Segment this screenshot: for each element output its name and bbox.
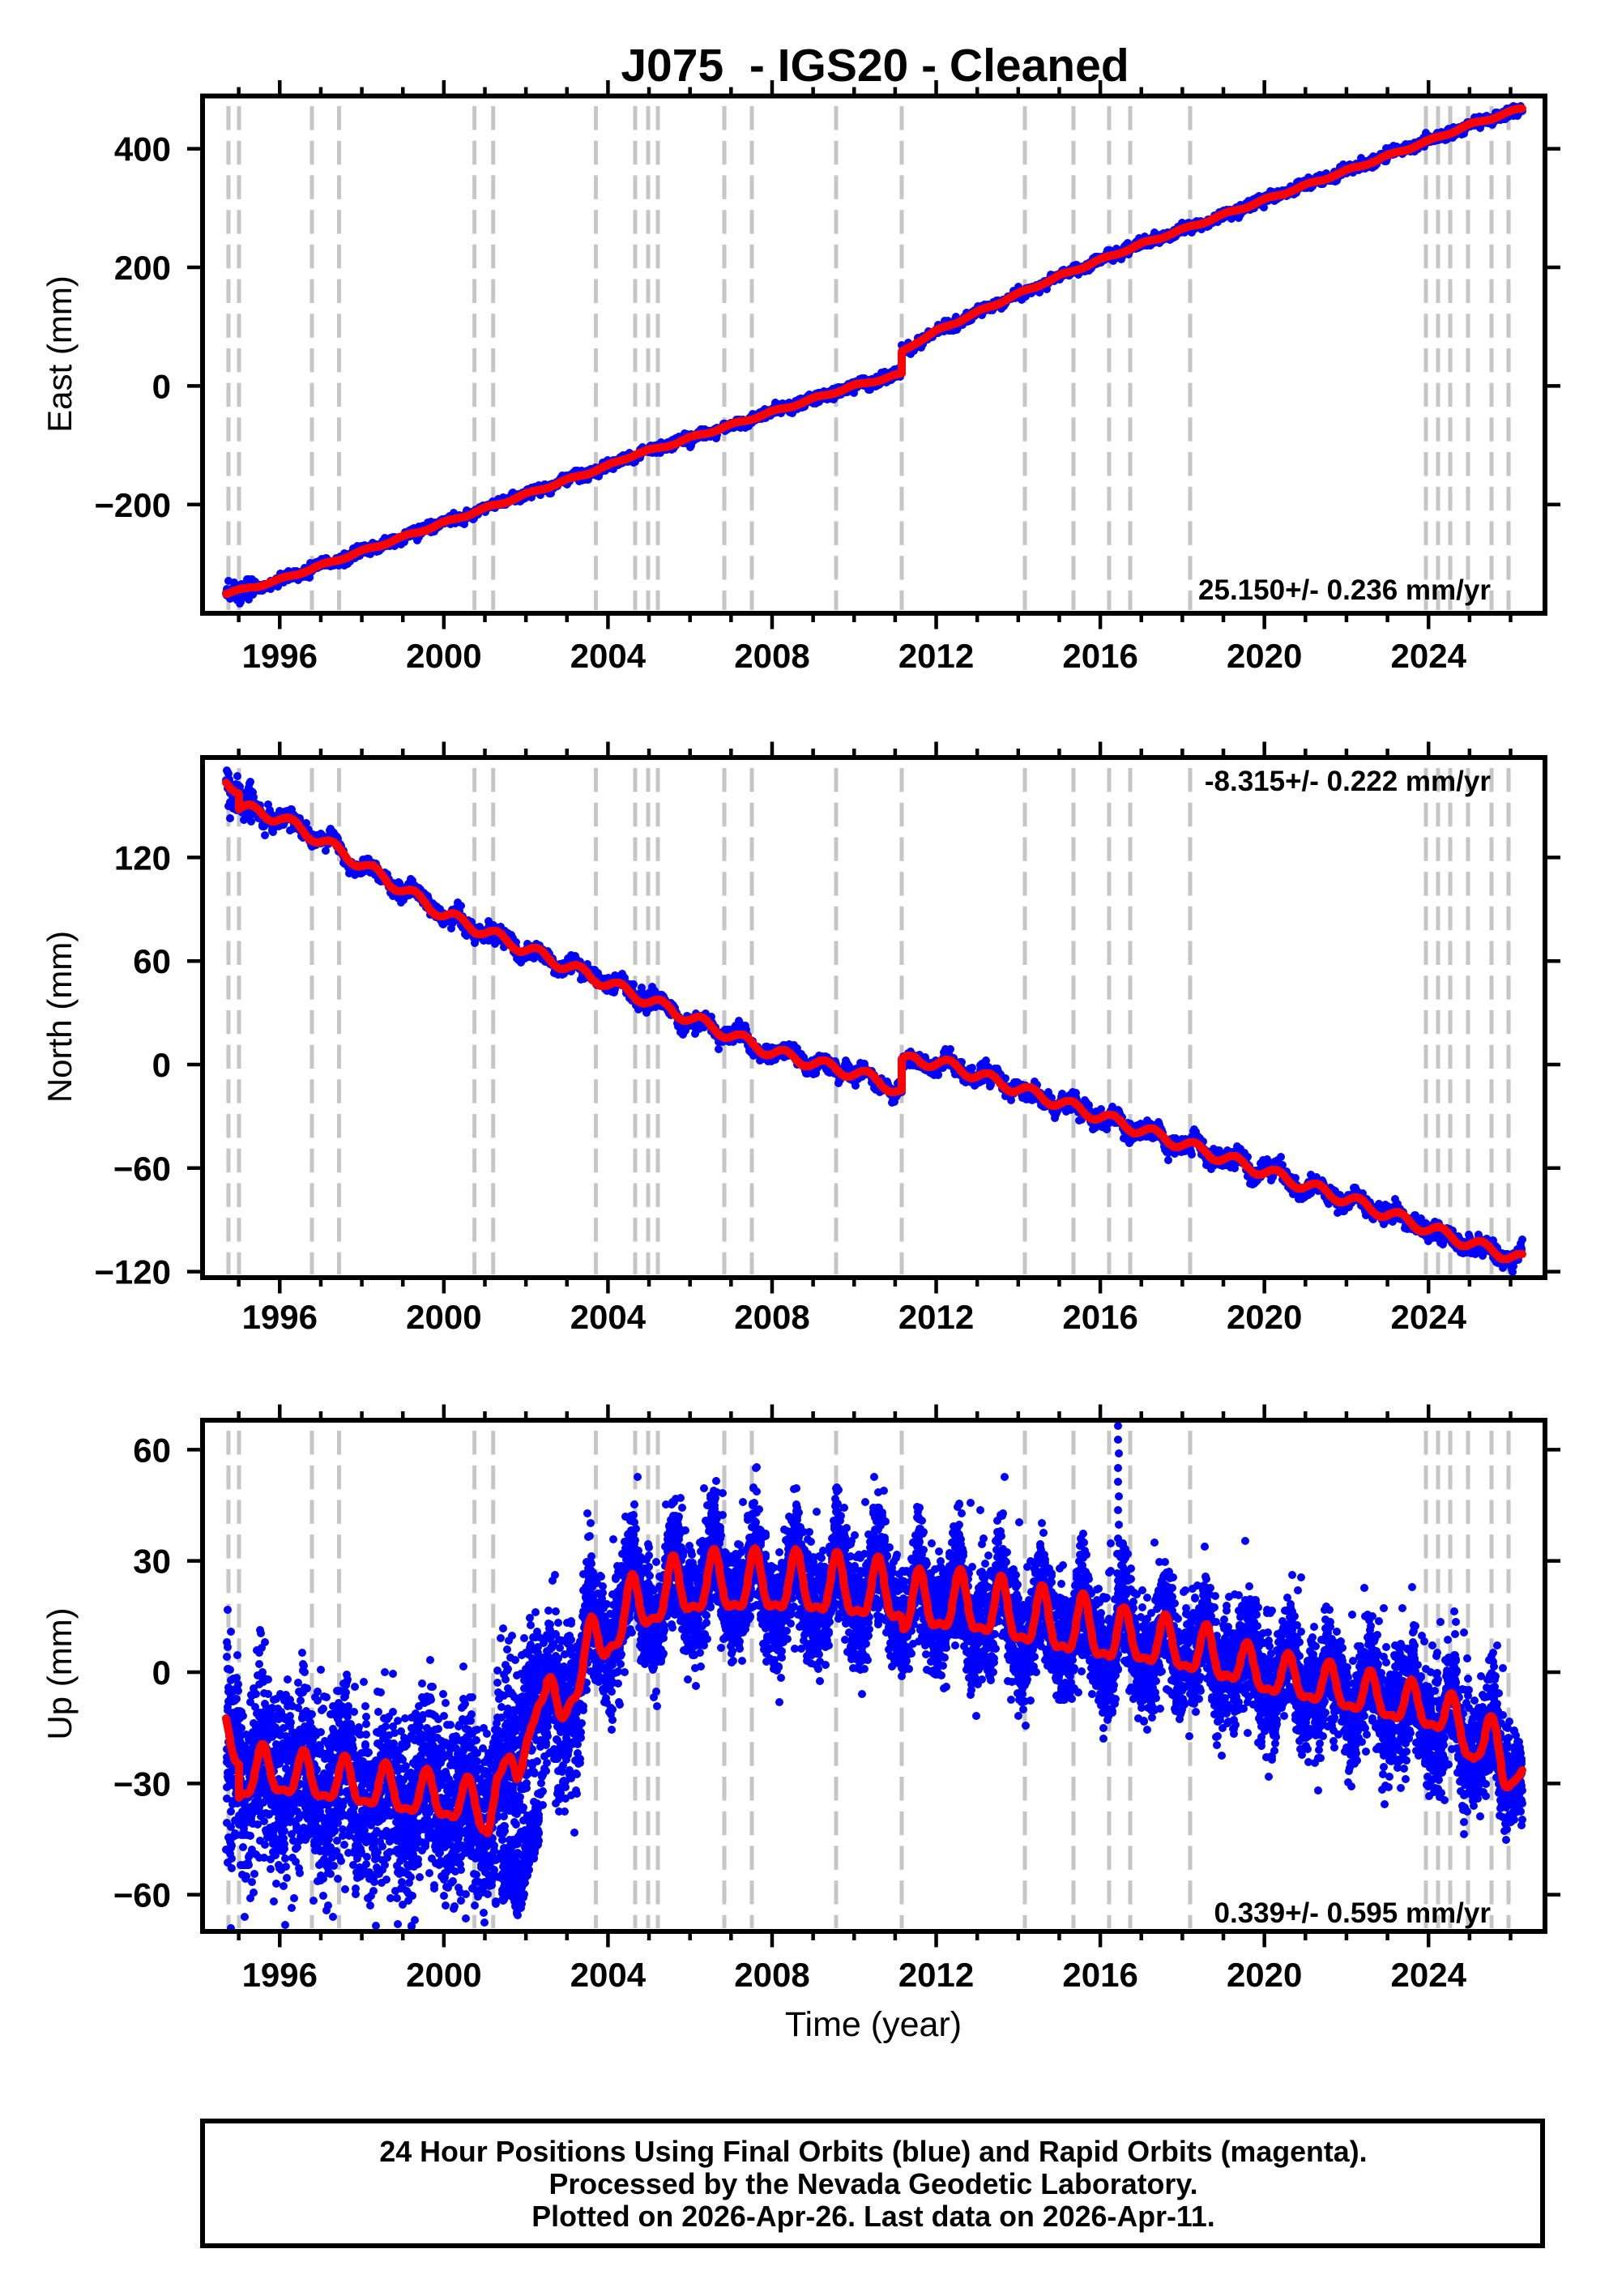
svg-text:2020: 2020 — [1227, 1298, 1302, 1336]
svg-text:Up (mm): Up (mm) — [41, 1607, 79, 1739]
svg-text:−200: −200 — [94, 486, 171, 524]
svg-text:-8.315+/- 0.222 mm/yr: -8.315+/- 0.222 mm/yr — [1205, 766, 1492, 797]
svg-text:2008: 2008 — [734, 1298, 809, 1336]
svg-text:1996: 1996 — [242, 1956, 318, 1994]
svg-text:Plotted on 2026-Apr-26. Last d: Plotted on 2026-Apr-26. Last data on 202… — [531, 2200, 1214, 2233]
svg-text:120: 120 — [114, 839, 171, 877]
svg-text:30: 30 — [133, 1543, 171, 1581]
svg-text:2000: 2000 — [406, 1956, 481, 1994]
svg-text:2000: 2000 — [406, 637, 481, 675]
svg-text:2012: 2012 — [898, 1956, 974, 1994]
svg-text:400: 400 — [114, 130, 171, 169]
svg-text:East (mm): East (mm) — [41, 275, 79, 433]
svg-text:2024: 2024 — [1391, 1956, 1467, 1994]
svg-text:2016: 2016 — [1062, 1298, 1137, 1336]
svg-text:2016: 2016 — [1062, 637, 1137, 675]
svg-text:2016: 2016 — [1062, 1956, 1137, 1994]
svg-text:Time (year): Time (year) — [785, 2005, 962, 2044]
svg-text:2004: 2004 — [570, 1298, 647, 1336]
svg-text:25.150+/- 0.236 mm/yr: 25.150+/- 0.236 mm/yr — [1198, 574, 1491, 606]
svg-text:0.339+/- 0.595 mm/yr: 0.339+/- 0.595 mm/yr — [1214, 1897, 1492, 1929]
svg-text:2012: 2012 — [898, 1298, 974, 1336]
svg-text:J075 - IGS20 - Cleaned: J075 - IGS20 - Cleaned — [621, 40, 1129, 92]
svg-text:−60: −60 — [113, 1876, 171, 1914]
svg-text:−60: −60 — [113, 1150, 171, 1188]
svg-text:24 Hour Positions Using Final: 24 Hour Positions Using Final Orbits (bl… — [379, 2136, 1367, 2168]
svg-text:0: 0 — [152, 1046, 171, 1084]
svg-text:2000: 2000 — [406, 1298, 481, 1336]
svg-text:2004: 2004 — [570, 1956, 647, 1994]
svg-text:60: 60 — [133, 942, 171, 980]
svg-text:0: 0 — [152, 367, 171, 405]
svg-text:60: 60 — [133, 1431, 171, 1469]
svg-text:North (mm): North (mm) — [41, 931, 79, 1103]
svg-text:Processed by the Nevada Geodet: Processed by the Nevada Geodetic Laborat… — [548, 2168, 1197, 2200]
svg-text:2020: 2020 — [1227, 1956, 1302, 1994]
svg-text:−30: −30 — [113, 1765, 171, 1803]
svg-text:−120: −120 — [94, 1253, 171, 1291]
svg-text:1996: 1996 — [242, 637, 318, 675]
svg-text:1996: 1996 — [242, 1298, 318, 1336]
svg-text:2024: 2024 — [1391, 637, 1467, 675]
svg-text:2024: 2024 — [1391, 1298, 1467, 1336]
svg-text:2004: 2004 — [570, 637, 647, 675]
svg-text:200: 200 — [114, 249, 171, 287]
svg-text:0: 0 — [152, 1654, 171, 1692]
svg-text:2008: 2008 — [734, 637, 809, 675]
svg-text:2008: 2008 — [734, 1956, 809, 1994]
svg-text:2012: 2012 — [898, 637, 974, 675]
svg-text:2020: 2020 — [1227, 637, 1302, 675]
